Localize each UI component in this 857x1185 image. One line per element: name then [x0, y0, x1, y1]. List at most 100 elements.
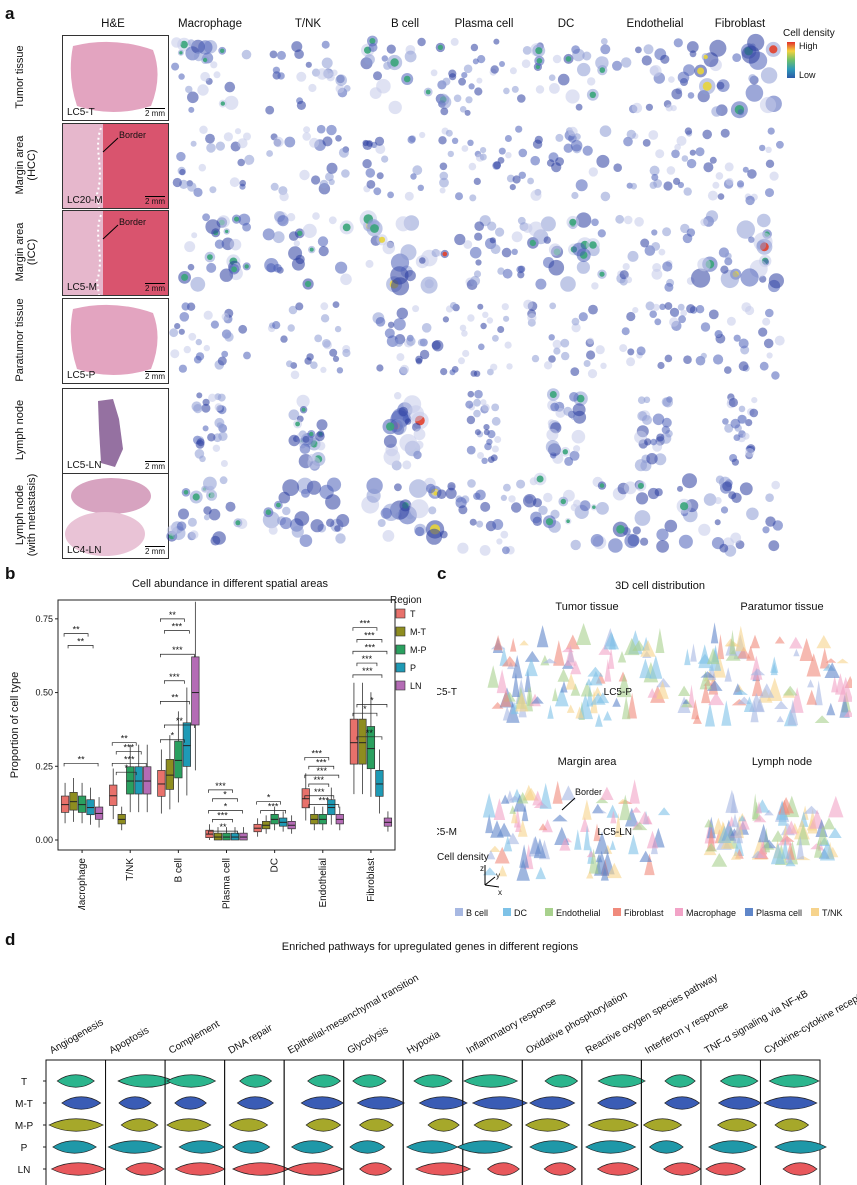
- sig-bracket: [164, 724, 195, 728]
- panel-c-title: 3D cell distribution: [615, 580, 705, 592]
- density-blob: [308, 453, 316, 462]
- density-blob: [765, 159, 775, 168]
- column-title: B cell: [390, 18, 420, 30]
- legend-swatch: [745, 908, 753, 916]
- density-blob: [711, 106, 722, 117]
- density-blob: [518, 171, 526, 179]
- sig-label: ***: [360, 619, 371, 629]
- box-M-T: [358, 718, 367, 765]
- density-peak: [716, 634, 725, 660]
- density-map: [695, 302, 785, 380]
- density-hotspot: [309, 431, 314, 437]
- density-blob: [299, 534, 313, 547]
- sig-bracket: [356, 704, 388, 708]
- density-peak: [759, 683, 775, 698]
- violin-P: [107, 1140, 163, 1154]
- violin-M-P: [48, 1118, 104, 1132]
- density-blob: [644, 438, 652, 446]
- density-blob: [243, 132, 251, 141]
- density-peak: [596, 692, 610, 704]
- density-blob: [272, 66, 280, 74]
- density-hotspot: [180, 40, 188, 49]
- subplot-title: Paratumor tissue: [740, 601, 823, 613]
- density-blob: [467, 479, 476, 488]
- boxplot-chart: Cell abundance in different spatial area…: [9, 578, 427, 910]
- violin-LN: [486, 1162, 520, 1176]
- density-peak: [553, 640, 565, 666]
- legend-label: B cell: [466, 908, 488, 918]
- density-hotspot: [702, 81, 712, 91]
- density-peak: [639, 658, 652, 679]
- density-blob: [702, 129, 712, 140]
- y-axis: [484, 876, 496, 886]
- legend-swatch: [503, 908, 511, 916]
- subplot-sample: LC5-P: [604, 687, 633, 698]
- density-blob: [751, 397, 758, 404]
- density-peak: [561, 647, 575, 653]
- density-peak: [807, 679, 815, 688]
- density-hotspot: [207, 254, 213, 260]
- density-blob: [210, 61, 218, 69]
- density-blob: [461, 145, 469, 152]
- density-hotspot: [295, 421, 300, 427]
- density-blob: [686, 41, 699, 53]
- density-blob: [769, 171, 779, 181]
- density-blob: [242, 222, 252, 232]
- density-blob: [691, 268, 711, 288]
- density-hotspot: [599, 271, 605, 277]
- violin-T: [413, 1074, 453, 1088]
- density-blob: [546, 428, 559, 441]
- density-blob: [738, 338, 749, 349]
- density-blob: [442, 316, 449, 323]
- density-blob: [439, 187, 446, 194]
- density-blob: [326, 162, 338, 174]
- density-blob: [237, 138, 248, 149]
- density-peak: [509, 805, 516, 814]
- density-blob: [217, 393, 226, 402]
- density-peak: [506, 832, 520, 845]
- density-blob: [399, 434, 418, 452]
- he-image: Border LC5-M 2 mm: [62, 210, 169, 296]
- sample-id: LC5-LN: [67, 460, 102, 471]
- density-hotspot: [181, 273, 189, 281]
- density-hotspot: [390, 58, 399, 67]
- density-peak: [585, 678, 593, 686]
- density-blob: [588, 167, 598, 177]
- density-blob: [646, 453, 658, 465]
- density-blob: [376, 172, 384, 180]
- density-map: [722, 393, 759, 466]
- sig-bracket: [356, 639, 383, 643]
- density-peak: [612, 697, 621, 707]
- sig-label: *: [267, 793, 271, 803]
- density-blob: [636, 492, 649, 505]
- density-blob: [477, 452, 484, 459]
- density-peak: [826, 702, 836, 716]
- density-blob: [187, 91, 199, 104]
- sig-bracket: [356, 662, 378, 667]
- violin-T: [307, 1074, 342, 1088]
- 3d-surface: [487, 623, 671, 727]
- density-blob: [203, 310, 213, 320]
- density-blob: [749, 408, 759, 418]
- density-blob: [678, 534, 693, 549]
- density-peak: [586, 870, 594, 879]
- sig-label: **: [171, 692, 179, 702]
- density-blob: [570, 139, 583, 152]
- violin-M-T: [763, 1096, 818, 1110]
- density-blob: [487, 430, 496, 439]
- density-blob: [652, 413, 665, 426]
- density-peak: [706, 827, 716, 851]
- density-hotspot: [560, 498, 566, 505]
- legend-label: M-T: [410, 627, 426, 637]
- density-blob: [336, 514, 350, 527]
- density-peak: [710, 622, 719, 644]
- density-peak: [582, 799, 592, 820]
- density-blob: [625, 276, 633, 284]
- density-blob: [548, 259, 565, 276]
- density-blob: [201, 403, 211, 413]
- legend-label: Macrophage: [686, 908, 736, 918]
- density-blob: [185, 85, 193, 94]
- density-blob: [720, 265, 729, 274]
- density-map: [172, 125, 255, 197]
- density-blob: [512, 175, 521, 184]
